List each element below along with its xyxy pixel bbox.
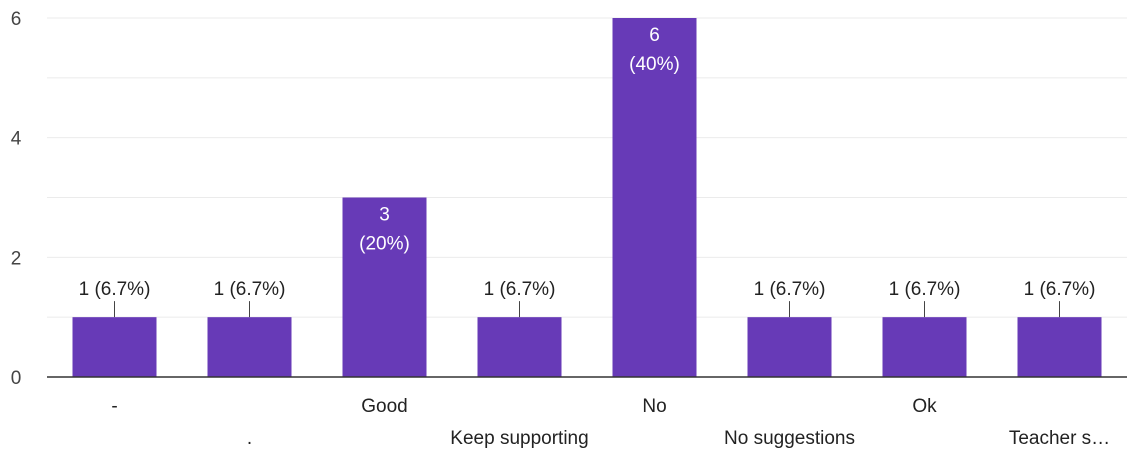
x-category-label: Teacher s… (1009, 428, 1110, 449)
data-label: 1 (6.7%) (1024, 279, 1096, 300)
x-category-label: No (642, 396, 666, 417)
data-label: 1 (6.7%) (754, 279, 826, 300)
x-category-label: Keep supporting (450, 428, 588, 449)
data-label: 1 (6.7%) (214, 279, 286, 300)
axis-layer: 0 2 4 6 -. Good Keep supporting No No suggestion… (11, 9, 1127, 449)
y-tick-label: 4 (11, 129, 22, 150)
x-category-label: Ok (912, 396, 937, 417)
bar (477, 317, 562, 377)
x-category-label: No suggestions (724, 428, 855, 449)
bar (72, 317, 157, 377)
bar (612, 18, 697, 377)
x-category-label: - (111, 396, 117, 417)
labels-layer: 1 (6.7%) 1 (6.7%) 3 (20%) 1 (6.7%) 6 (40%) 1 (6… (79, 25, 1096, 318)
grid-layer (47, 17, 1127, 318)
y-tick-label: 6 (11, 9, 22, 30)
data-label: 1 (6.7%) (889, 279, 961, 300)
bar (207, 317, 292, 377)
x-category-label: . (247, 428, 252, 449)
y-tick-label: 2 (11, 248, 22, 269)
bar (882, 317, 967, 377)
x-category-label: Good (361, 396, 407, 417)
y-tick-label: 0 (11, 368, 22, 389)
data-label: 3 (20%) (359, 205, 410, 255)
data-label: 1 (6.7%) (79, 279, 151, 300)
data-label: 6 (40%) (629, 25, 680, 75)
data-label: 1 (6.7%) (484, 279, 556, 300)
bar (1017, 317, 1102, 377)
bar (342, 197, 427, 377)
bars-layer (72, 18, 1102, 377)
bar (747, 317, 832, 377)
